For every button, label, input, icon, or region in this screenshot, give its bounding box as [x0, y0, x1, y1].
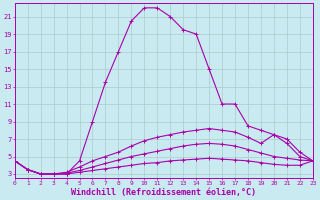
X-axis label: Windchill (Refroidissement éolien,°C): Windchill (Refroidissement éolien,°C) [71, 188, 256, 197]
